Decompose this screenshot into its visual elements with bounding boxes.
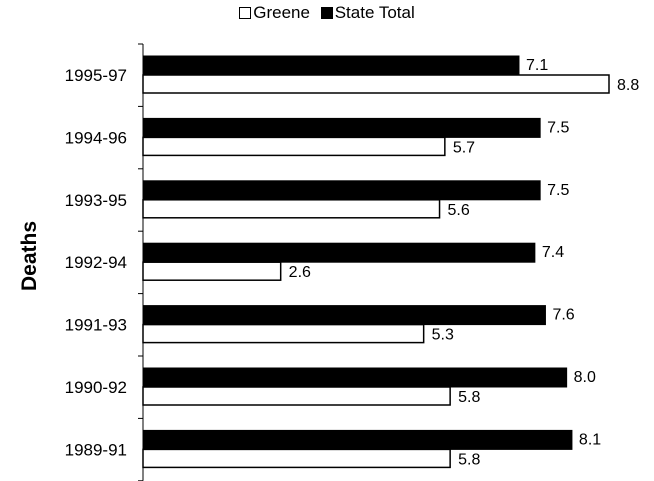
bar-greene xyxy=(142,386,451,406)
data-label-greene: 8.8 xyxy=(617,77,639,94)
bar-greene xyxy=(142,448,451,469)
legend-item-state-total: State Total xyxy=(320,3,415,23)
bar-state-total xyxy=(142,367,568,388)
y-tick-label: 1993-95 xyxy=(65,191,127,210)
data-label-greene: 5.3 xyxy=(432,327,454,344)
legend-label-state-total: State Total xyxy=(334,3,415,22)
y-tick-label: 1994-96 xyxy=(65,128,127,147)
data-label-state-total: 7.6 xyxy=(552,307,574,324)
bar-greene xyxy=(142,323,425,344)
data-label-greene: 5.8 xyxy=(458,451,480,468)
data-label-state-total: 8.1 xyxy=(579,431,601,448)
data-label-state-total: 8.0 xyxy=(574,369,596,386)
bar-state-total xyxy=(142,180,541,201)
data-label-greene: 2.6 xyxy=(289,264,311,281)
data-label-state-total: 7.1 xyxy=(526,57,548,74)
bar-state-total xyxy=(142,242,536,263)
plot-area: 1995-97 7.1 8.8 1994-96 7.5 5.7 1993-95 7.5 5.6 1… xyxy=(65,43,639,481)
bar-state-total xyxy=(142,117,541,138)
legend-swatch-state-total xyxy=(320,7,333,19)
chart-legend: Greene State Total xyxy=(0,3,654,23)
y-tick-label: 1990-92 xyxy=(65,378,127,397)
legend-label-greene: Greene xyxy=(253,3,310,22)
bar-greene xyxy=(142,199,441,219)
data-label-state-total: 7.5 xyxy=(547,119,569,136)
data-label-greene: 5.7 xyxy=(453,139,475,156)
bar-greene xyxy=(142,136,446,157)
y-axis-title: Deaths xyxy=(18,221,41,291)
bar-state-total xyxy=(142,305,546,326)
y-tick-label: 1995-97 xyxy=(65,66,127,85)
data-label-state-total: 7.5 xyxy=(547,182,569,199)
legend-item-greene: Greene xyxy=(239,3,310,23)
data-label-greene: 5.6 xyxy=(448,202,470,219)
y-tick-label: 1989-91 xyxy=(65,440,127,459)
y-tick-label: 1991-93 xyxy=(65,316,127,335)
data-label-greene: 5.8 xyxy=(458,389,480,406)
bar-state-total xyxy=(142,429,573,450)
bar-greene xyxy=(142,261,282,281)
bar-state-total xyxy=(142,55,520,76)
y-tick-label: 1992-94 xyxy=(65,253,127,272)
bar-greene xyxy=(142,74,610,94)
data-label-state-total: 7.4 xyxy=(542,244,564,261)
legend-swatch-greene xyxy=(239,7,252,19)
